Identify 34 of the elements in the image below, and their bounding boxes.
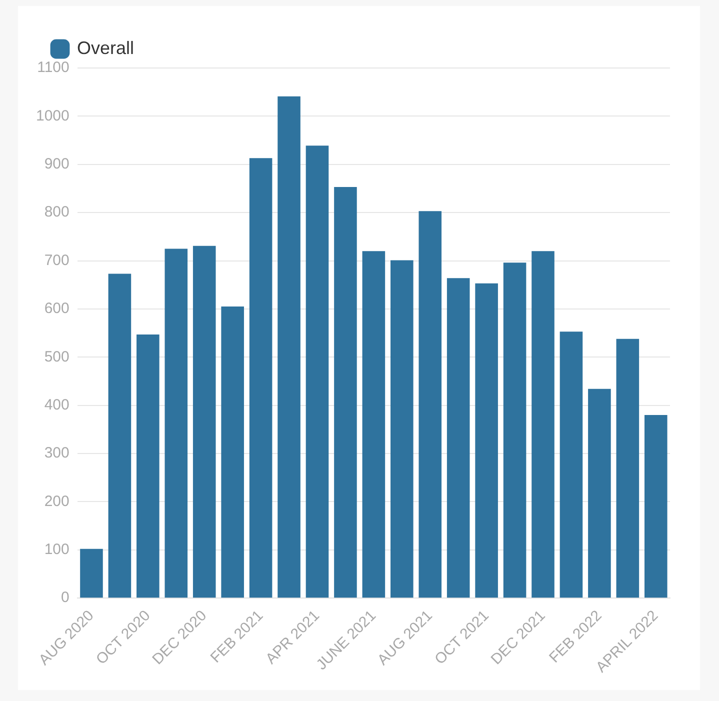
bar — [136, 334, 160, 598]
y-tick-label: 500 — [44, 348, 70, 366]
bar — [560, 332, 583, 598]
y-tick-label: 600 — [44, 300, 70, 318]
bar — [532, 251, 554, 598]
bar — [108, 274, 132, 598]
bar — [644, 414, 668, 598]
y-tick-label: 0 — [61, 589, 70, 606]
bar — [390, 260, 414, 598]
bar — [192, 246, 216, 598]
bar — [164, 248, 188, 598]
bar — [221, 306, 244, 598]
y-tick-label: 300 — [44, 444, 70, 462]
bar — [616, 338, 640, 598]
y-tick-label: 800 — [44, 204, 70, 221]
bar — [446, 278, 470, 598]
bar — [588, 388, 611, 598]
y-tick-label: 400 — [44, 396, 70, 414]
bar — [503, 262, 526, 598]
bar — [306, 146, 329, 598]
bar — [475, 283, 498, 598]
y-tick-label: 1000 — [36, 107, 70, 124]
y-tick-label: 100 — [44, 541, 70, 558]
y-tick-label: 1100 — [37, 59, 70, 76]
bar — [249, 158, 272, 598]
bar — [334, 187, 357, 598]
legend-label: Overall — [77, 38, 134, 58]
y-tick-label: 200 — [44, 492, 70, 510]
bar — [80, 548, 103, 598]
bar — [418, 211, 442, 598]
y-tick-label: 900 — [44, 156, 70, 173]
bar — [362, 251, 386, 598]
y-tick-label: 700 — [44, 252, 70, 269]
bar — [278, 96, 300, 598]
